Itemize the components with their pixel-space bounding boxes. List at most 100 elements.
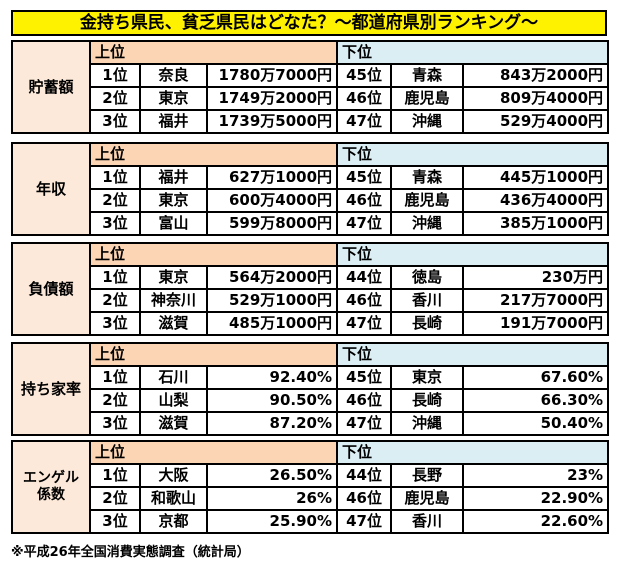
bottom-rank: 45位 — [336, 365, 393, 390]
top-value: 92.40% — [205, 365, 339, 390]
top-rank: 1位 — [89, 365, 141, 390]
bottom-rank: 47位 — [336, 311, 393, 336]
ranking-table-savings: 貯蓄額 上位 下位 1位 奈良 1780万7000円 45位 青森 843万2000円 2位 東京 1… — [11, 40, 610, 134]
page-title: 金持ち県民、貧乏県民はどなた？～都道府県別ランキング～ — [11, 10, 607, 36]
bottom-prefecture: 沖縄 — [390, 411, 465, 436]
bottom-rank: 47位 — [336, 211, 393, 236]
table-row: 1位 福井 627万1000円 45位 青森 445万1000円 — [12, 165, 610, 190]
bottom-value: 809万4000円 — [462, 86, 610, 111]
bottom-value: 191万7000円 — [462, 311, 610, 336]
top-value: 485万1000円 — [205, 311, 339, 336]
bottom-prefecture: 鹿児島 — [390, 188, 465, 213]
table-header-row: エンゲル係数 上位 下位 — [11, 440, 610, 534]
bottom-rank: 46位 — [336, 388, 393, 413]
bottom-ranks-header: 下位 — [336, 342, 610, 367]
top-prefecture: 福井 — [139, 165, 208, 190]
bottom-prefecture: 東京 — [390, 365, 465, 390]
ranking-table-income: 年収 上位 下位 1位 福井 627万1000円 45位 青森 445万1000円 2位 東京 600… — [11, 142, 610, 236]
top-prefecture: 大阪 — [139, 463, 208, 488]
table-row: 1位 東京 564万2000円 44位 徳島 230万円 — [12, 265, 610, 290]
top-prefecture: 東京 — [139, 86, 208, 111]
top-value: 600万4000円 — [205, 188, 339, 213]
top-value: 90.50% — [205, 388, 339, 413]
bottom-prefecture: 鹿児島 — [390, 86, 465, 111]
bottom-prefecture: 鹿児島 — [390, 486, 465, 511]
bottom-ranks-header: 下位 — [336, 440, 610, 465]
table-row: 2位 東京 600万4000円 46位 鹿児島 436万4000円 — [12, 188, 610, 213]
table-row: 3位 京都 25.90% 47位 香川 22.60% — [12, 509, 610, 534]
table-header-row: 貯蓄額 上位 下位 — [11, 40, 610, 134]
bottom-value: 22.60% — [462, 509, 610, 534]
top-value: 25.90% — [205, 509, 339, 534]
bottom-prefecture: 沖縄 — [390, 109, 465, 134]
table-row: 2位 和歌山 26% 46位 鹿児島 22.90% — [12, 486, 610, 511]
footnote: ※平成26年全国消費実態調査（統計局） — [11, 545, 250, 560]
bottom-rank: 47位 — [336, 509, 393, 534]
table-row: 3位 福井 1739万5000円 47位 沖縄 529万4000円 — [12, 109, 610, 134]
top-prefecture: 奈良 — [139, 63, 208, 88]
bottom-rank: 46位 — [336, 188, 393, 213]
category-label: エンゲル係数 — [11, 440, 91, 534]
top-rank: 1位 — [89, 165, 141, 190]
top-prefecture: 石川 — [139, 365, 208, 390]
bottom-value: 445万1000円 — [462, 165, 610, 190]
table-row: 3位 滋賀 87.20% 47位 沖縄 50.40% — [12, 411, 610, 436]
top-rank: 3位 — [89, 411, 141, 436]
bottom-rank: 45位 — [336, 165, 393, 190]
bottom-rank: 45位 — [336, 63, 393, 88]
table-row: 1位 大阪 26.50% 44位 長野 23% — [12, 463, 610, 488]
table-header-row: 負債額 上位 下位 — [11, 242, 610, 336]
top-value: 564万2000円 — [205, 265, 339, 290]
top-ranks-header: 上位 — [88, 40, 339, 65]
table-row: 3位 富山 599万8000円 47位 沖縄 385万1000円 — [12, 211, 610, 236]
bottom-value: 529万4000円 — [462, 109, 610, 134]
top-rank: 2位 — [89, 486, 141, 511]
top-rank: 2位 — [89, 86, 141, 111]
top-ranks-header: 上位 — [88, 242, 339, 267]
bottom-value: 22.90% — [462, 486, 610, 511]
bottom-rank: 44位 — [336, 463, 393, 488]
top-prefecture: 滋賀 — [139, 311, 208, 336]
top-value: 529万1000円 — [205, 288, 339, 313]
category-label: 負債額 — [11, 242, 91, 336]
top-value: 87.20% — [205, 411, 339, 436]
table-header-row: 持ち家率 上位 下位 — [11, 342, 610, 436]
bottom-rank: 46位 — [336, 486, 393, 511]
bottom-value: 385万1000円 — [462, 211, 610, 236]
top-ranks-header: 上位 — [88, 440, 339, 465]
table-row: 2位 山梨 90.50% 46位 長崎 66.30% — [12, 388, 610, 413]
top-rank: 3位 — [89, 311, 141, 336]
table-row: 3位 滋賀 485万1000円 47位 長崎 191万7000円 — [12, 311, 610, 336]
top-rank: 3位 — [89, 509, 141, 534]
top-ranks-header: 上位 — [88, 342, 339, 367]
bottom-prefecture: 沖縄 — [390, 211, 465, 236]
top-value: 599万8000円 — [205, 211, 339, 236]
ranking-table-debt: 負債額 上位 下位 1位 東京 564万2000円 44位 徳島 230万円 2位 神奈川 529万1… — [11, 242, 610, 336]
bottom-rank: 44位 — [336, 265, 393, 290]
top-rank: 2位 — [89, 288, 141, 313]
top-rank: 2位 — [89, 388, 141, 413]
bottom-rank: 47位 — [336, 411, 393, 436]
bottom-value: 843万2000円 — [462, 63, 610, 88]
top-value: 26.50% — [205, 463, 339, 488]
category-label: 年収 — [11, 142, 91, 236]
category-label: 持ち家率 — [11, 342, 91, 436]
bottom-prefecture: 長崎 — [390, 388, 465, 413]
bottom-prefecture: 長崎 — [390, 311, 465, 336]
bottom-value: 230万円 — [462, 265, 610, 290]
top-rank: 1位 — [89, 63, 141, 88]
top-prefecture: 京都 — [139, 509, 208, 534]
table-row: 1位 奈良 1780万7000円 45位 青森 843万2000円 — [12, 63, 610, 88]
bottom-prefecture: 青森 — [390, 63, 465, 88]
top-value: 26% — [205, 486, 339, 511]
bottom-ranks-header: 下位 — [336, 142, 610, 167]
top-prefecture: 和歌山 — [139, 486, 208, 511]
top-prefecture: 神奈川 — [139, 288, 208, 313]
table-row: 1位 石川 92.40% 45位 東京 67.60% — [12, 365, 610, 390]
table-header-row: 年収 上位 下位 — [11, 142, 610, 236]
top-rank: 3位 — [89, 211, 141, 236]
bottom-prefecture: 香川 — [390, 509, 465, 534]
top-rank: 1位 — [89, 463, 141, 488]
bottom-prefecture: 徳島 — [390, 265, 465, 290]
top-value: 1739万5000円 — [205, 109, 339, 134]
